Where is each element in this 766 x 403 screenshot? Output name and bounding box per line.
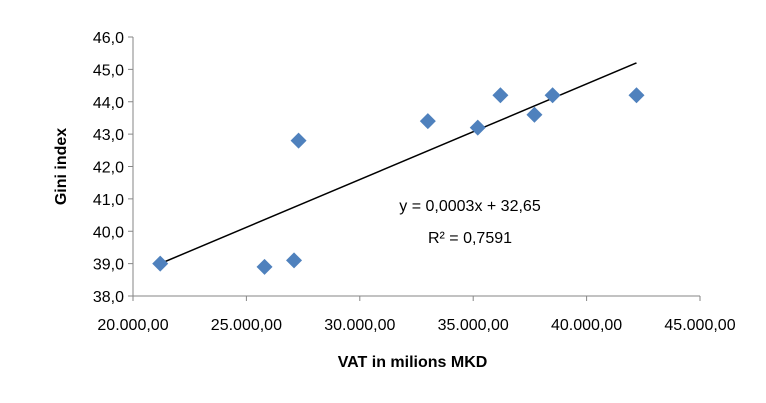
y-tick-label: 45,0: [93, 62, 124, 79]
trendline: [159, 62, 637, 265]
y-tick-label: 46,0: [93, 30, 124, 47]
data-point: [469, 119, 486, 136]
y-tick-label: 44,0: [93, 95, 124, 112]
y-tick-label: 43,0: [93, 127, 124, 144]
trendline-r-squared: R² = 0,7591: [428, 230, 512, 247]
x-tick-label: 30.000,00: [324, 317, 395, 334]
y-tick-label: 41,0: [93, 192, 124, 209]
axes: [132, 37, 700, 297]
x-tick-label: 40.000,00: [551, 317, 622, 334]
y-tick-label: 40,0: [93, 224, 124, 241]
data-point: [492, 87, 509, 104]
data-point: [419, 113, 436, 130]
data-point: [526, 106, 543, 123]
x-tick-label: 45.000,00: [664, 317, 735, 334]
x-ticks: 20.000,00 25.000,00 30.000,00 35.000,00 40.0…: [97, 296, 736, 334]
y-tick-label: 42,0: [93, 160, 124, 177]
data-point: [256, 258, 273, 275]
data-points: [152, 87, 645, 275]
data-point: [628, 87, 645, 104]
data-point: [286, 252, 303, 269]
trendline-equation: y = 0,0003x + 32,65: [399, 198, 541, 215]
data-point: [290, 132, 307, 149]
y-ticks: 38,0 39,0 40,0 41,0 42,0 43,0 44,0 45,0 46,0: [93, 30, 133, 306]
x-tick-label: 25.000,00: [211, 317, 282, 334]
data-point: [544, 87, 561, 104]
x-axis-title: VAT in milions MKD: [338, 354, 488, 371]
data-point: [152, 255, 169, 272]
y-tick-label: 39,0: [93, 257, 124, 274]
y-axis-title: Gini index: [53, 128, 70, 205]
y-tick-label: 38,0: [93, 289, 124, 306]
x-tick-label: 20.000,00: [97, 317, 168, 334]
x-tick-label: 35.000,00: [438, 317, 509, 334]
